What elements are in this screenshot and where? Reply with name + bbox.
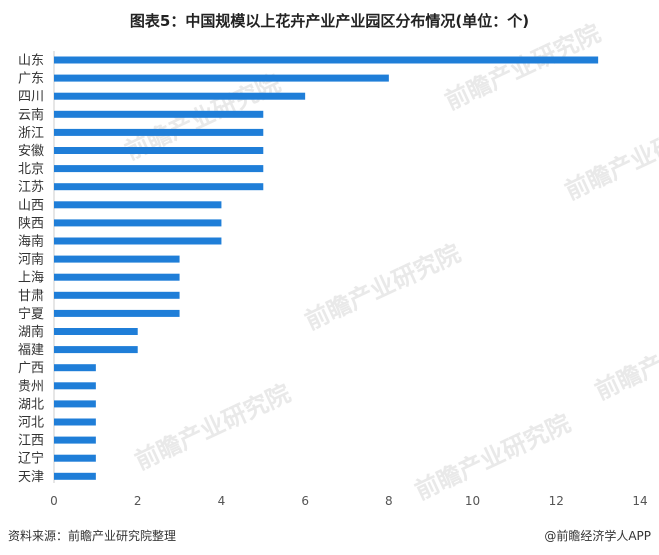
category-label-13: 甘肃: [18, 289, 44, 304]
category-label-5: 安徽: [18, 144, 44, 159]
category-label-1: 广东: [18, 72, 44, 87]
x-tick-label-7: 14: [632, 494, 647, 508]
bar-1: [54, 75, 389, 82]
category-label-8: 山西: [18, 198, 44, 213]
bar-21: [54, 437, 96, 444]
bar-11: [54, 256, 180, 263]
bar-20: [54, 419, 96, 426]
watermark-text: 前瞻产业研究院: [301, 239, 465, 335]
brand-credit: @前瞻经济学人APP: [544, 527, 651, 544]
category-label-19: 湖北: [18, 397, 44, 412]
category-label-14: 宁夏: [18, 306, 44, 322]
category-label-4: 浙江: [18, 126, 44, 141]
watermark-text: 前瞻产业研究院: [591, 309, 659, 405]
category-label-2: 四川: [18, 90, 44, 105]
bar-13: [54, 292, 180, 299]
category-label-11: 河南: [18, 252, 44, 268]
watermark-text: 前瞻产业研究院: [131, 379, 295, 475]
category-label-7: 江苏: [18, 179, 44, 195]
bar-8: [54, 201, 221, 208]
x-tick-label-6: 12: [549, 494, 564, 508]
category-label-0: 山东: [18, 54, 44, 69]
bar-16: [54, 346, 138, 353]
bar-0: [54, 57, 598, 64]
bar-4: [54, 129, 263, 136]
category-label-17: 广西: [18, 361, 44, 376]
bar-3: [54, 111, 263, 118]
watermark-text: 前瞻产业研究院: [411, 409, 575, 505]
x-tick-label-3: 6: [301, 494, 309, 508]
category-label-6: 北京: [18, 162, 44, 177]
bar-14: [54, 310, 180, 317]
category-label-16: 福建: [18, 343, 44, 358]
category-label-23: 天津: [18, 470, 44, 485]
category-label-3: 云南: [18, 107, 44, 123]
category-label-9: 陕西: [18, 216, 44, 231]
x-tick-label-0: 0: [50, 494, 58, 508]
bar-9: [54, 219, 221, 226]
bar-5: [54, 147, 263, 154]
x-tick-labels-group: 0 2 4 6 8 10 12 14: [50, 494, 647, 508]
bar-2: [54, 93, 305, 100]
category-label-22: 辽宁: [18, 451, 44, 467]
category-label-12: 上海: [18, 271, 44, 286]
category-label-20: 河北: [18, 416, 44, 431]
x-tick-label-4: 8: [385, 494, 393, 508]
category-label-18: 贵州: [18, 379, 44, 394]
bar-15: [54, 328, 138, 335]
bar-17: [54, 364, 96, 371]
bar-10: [54, 238, 221, 245]
watermark-text: 前瞻产业研究院: [561, 109, 659, 205]
category-labels-group: 山东广东四川云南浙江安徽北京江苏山西陕西海南河南上海甘肃宁夏湖南福建广西贵州湖北…: [18, 54, 44, 485]
bar-18: [54, 382, 96, 389]
category-label-21: 江西: [18, 434, 44, 449]
watermark-text: 前瞻产业研究院: [441, 19, 605, 115]
category-label-15: 湖南: [18, 324, 44, 340]
bar-23: [54, 473, 96, 480]
category-label-10: 海南: [18, 234, 44, 250]
bar-22: [54, 455, 96, 462]
x-tick-label-5: 10: [465, 494, 480, 508]
bars-group: [54, 57, 598, 480]
x-tick-label-1: 2: [134, 494, 142, 508]
bar-7: [54, 183, 263, 190]
bar-19: [54, 400, 96, 407]
x-tick-label-2: 4: [218, 494, 226, 508]
bar-12: [54, 274, 180, 281]
source-note: 资料来源：前瞻产业研究院整理: [8, 527, 176, 544]
bar-6: [54, 165, 263, 172]
